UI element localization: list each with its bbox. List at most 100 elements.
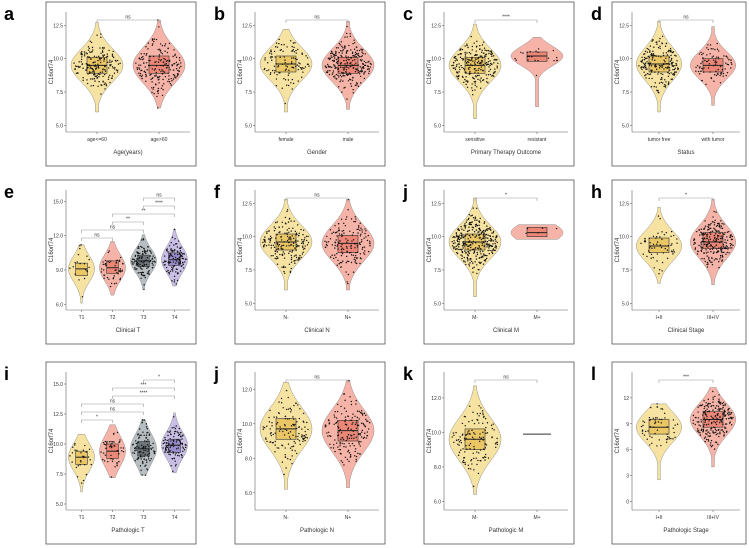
data-point	[346, 438, 349, 440]
data-point	[730, 424, 733, 426]
data-point	[298, 65, 300, 67]
data-point	[346, 458, 349, 461]
data-point	[725, 427, 727, 429]
data-point	[166, 444, 169, 447]
data-point	[361, 248, 364, 250]
data-point	[345, 261, 348, 264]
data-point	[457, 75, 460, 78]
data-point	[184, 446, 187, 449]
data-point	[295, 232, 298, 234]
data-point	[473, 78, 475, 80]
data-point	[480, 232, 483, 234]
data-point	[294, 57, 297, 60]
data-point	[718, 407, 720, 409]
data-point	[335, 54, 337, 57]
data-point	[467, 218, 470, 220]
data-point	[705, 433, 707, 435]
data-point	[140, 444, 143, 447]
data-point	[325, 425, 327, 427]
data-point	[269, 428, 271, 430]
data-point	[697, 411, 699, 413]
y-axis-label: C16orf74	[615, 428, 621, 453]
data-point	[667, 62, 669, 65]
data-point	[465, 58, 467, 60]
data-point	[80, 482, 83, 484]
data-point	[455, 439, 458, 441]
data-point	[455, 431, 457, 434]
data-point	[730, 411, 733, 414]
data-point	[712, 430, 714, 432]
data-point	[488, 228, 490, 230]
data-point	[288, 231, 290, 233]
data-point	[707, 440, 710, 442]
data-point	[281, 444, 283, 446]
data-point	[489, 64, 491, 67]
data-point	[725, 74, 727, 77]
data-point	[175, 268, 178, 270]
data-point	[728, 252, 730, 254]
data-point	[716, 258, 718, 260]
data-point	[705, 438, 708, 441]
data-point	[642, 424, 644, 427]
data-point	[656, 89, 658, 92]
data-point	[465, 263, 467, 266]
data-point	[104, 70, 107, 72]
data-point	[335, 256, 337, 259]
data-point	[352, 77, 354, 79]
y-axis-label: C16orf74	[615, 59, 621, 84]
data-point	[458, 238, 461, 241]
data-point	[74, 68, 76, 71]
data-point	[467, 81, 469, 83]
data-point	[268, 416, 270, 419]
data-point	[296, 421, 298, 423]
data-point	[719, 237, 722, 240]
data-point	[482, 70, 484, 72]
data-point	[289, 217, 291, 220]
data-point	[479, 412, 481, 415]
data-point	[168, 431, 171, 434]
data-point	[470, 458, 473, 461]
data-point	[351, 423, 353, 425]
data-point	[537, 51, 539, 54]
data-point	[179, 259, 181, 262]
data-point	[139, 252, 141, 255]
data-point	[720, 227, 722, 229]
data-point	[333, 60, 335, 63]
data-point	[494, 246, 496, 248]
data-point	[470, 221, 472, 223]
data-point	[289, 250, 291, 253]
data-point	[140, 451, 142, 453]
data-point	[477, 459, 479, 462]
data-point	[325, 71, 328, 73]
data-point	[724, 410, 726, 413]
data-point	[83, 277, 86, 280]
data-point	[329, 256, 332, 258]
data-point	[330, 52, 332, 55]
data-point	[654, 422, 656, 425]
data-point	[328, 422, 331, 424]
data-point	[704, 59, 706, 62]
data-point	[182, 263, 184, 266]
data-point	[136, 67, 138, 69]
data-point	[106, 441, 108, 443]
data-point	[484, 234, 487, 236]
data-point	[332, 70, 335, 72]
data-point	[478, 415, 480, 417]
data-point	[139, 454, 142, 456]
data-point	[286, 233, 288, 236]
data-point	[357, 225, 360, 227]
significance-label: *	[505, 193, 507, 199]
data-point	[475, 229, 478, 231]
data-point	[722, 75, 724, 77]
data-point	[346, 436, 349, 438]
data-point	[472, 271, 474, 273]
data-point	[722, 235, 724, 237]
data-point	[288, 237, 290, 239]
data-point	[668, 72, 671, 75]
data-point	[481, 59, 483, 62]
data-point	[460, 53, 463, 55]
data-point	[362, 422, 364, 425]
data-point	[345, 218, 347, 221]
data-point	[657, 232, 659, 235]
